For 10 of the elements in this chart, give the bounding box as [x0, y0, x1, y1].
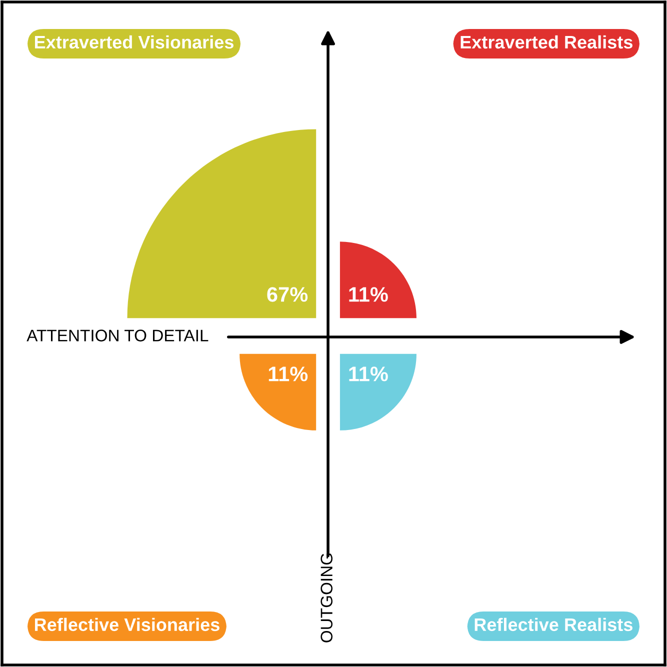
category-label: Reflective Realists [474, 618, 632, 632]
category-label: Reflective Visionaries [35, 618, 220, 632]
text: ATTENTION TO DETAIL [26, 330, 208, 342]
data-label: 67% [267, 287, 308, 302]
category-label: Extraverted Realists [460, 35, 632, 49]
data-label: 11% [349, 366, 388, 382]
text: OUTGOING [320, 554, 333, 642]
data-label: 11% [268, 366, 308, 382]
category-label: Extraverted Visionaries [35, 35, 234, 49]
data-label: 11% [349, 287, 388, 302]
